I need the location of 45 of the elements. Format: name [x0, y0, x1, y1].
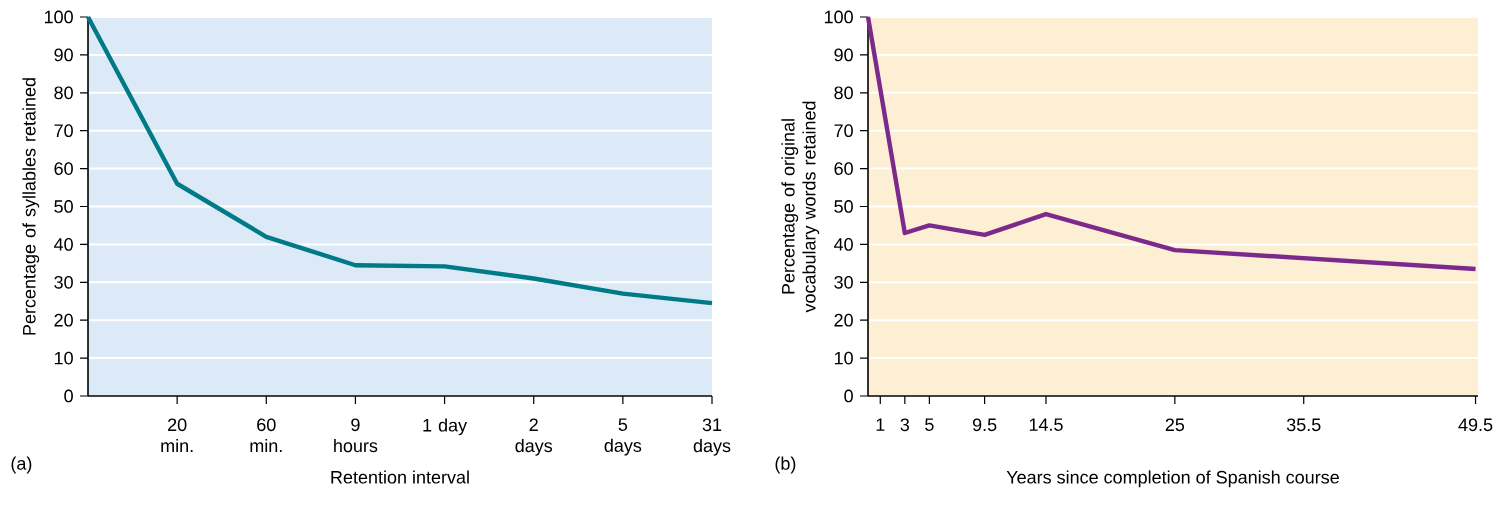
x-tick-label: 5: [925, 418, 934, 431]
x-tick-label: 2 days: [515, 418, 553, 456]
y-tick-label: 20: [54, 313, 73, 327]
y-tick-label: 90: [834, 48, 853, 62]
y-tick-label: 60: [54, 162, 73, 175]
y-tick-label: 50: [834, 200, 853, 213]
line-series: [865, 14, 1478, 272]
x-tick-label: 9 hours: [334, 418, 378, 453]
line-series: [85, 14, 715, 306]
y-tick-label: 100: [44, 10, 73, 24]
y-tick-label: 70: [834, 124, 853, 138]
x-tick-label: 35.5: [1286, 418, 1321, 432]
y-tick-label: 60: [834, 162, 853, 175]
x-tick-label: 31 days: [693, 418, 731, 456]
y-tick-label: 40: [833, 238, 853, 251]
x-tick-label: 3: [900, 418, 910, 432]
y-tick-label: 40: [53, 238, 73, 251]
y-tick-label: 30: [834, 275, 853, 289]
y-axis-title: Percentage of original vocabulary words retained: [781, 101, 820, 313]
y-tick-label: 50: [54, 200, 73, 213]
x-tick-label: 1: [876, 418, 885, 431]
text: (a): [11, 456, 32, 474]
y-tick-label: 20: [834, 313, 853, 327]
y-tick-label: 100: [824, 10, 853, 24]
x-tick-label: 5 days: [604, 418, 642, 456]
y-tick-label: 80: [54, 86, 73, 100]
y-tick-label: 90: [54, 48, 73, 62]
y-tick-label: 80: [834, 86, 853, 100]
y-tick-label: 10: [54, 351, 73, 365]
x-tick-label: 9.5: [972, 418, 997, 432]
x-axis-title: Years since completion of Spanish course: [1006, 470, 1339, 488]
text: (b): [775, 456, 796, 474]
y-tick-label: 0: [64, 389, 73, 403]
y-tick-label: 0: [844, 389, 853, 403]
y-tick-label: 30: [54, 275, 73, 289]
x-tick-label: 25: [1165, 418, 1185, 432]
x-axis-title: Retention interval: [331, 470, 469, 484]
y-tick-label: 70: [54, 124, 73, 138]
x-tick-label: 20 min.: [161, 418, 193, 452]
x-tick-label: 14.5: [1029, 418, 1063, 431]
x-tick-label: 1 day: [423, 418, 468, 436]
y-tick-label: 10: [834, 351, 853, 365]
x-tick-label: 49.5: [1458, 418, 1493, 432]
y-axis-title: Percentage of syllables retained: [22, 78, 40, 335]
x-tick-label: 60 min.: [250, 418, 282, 452]
